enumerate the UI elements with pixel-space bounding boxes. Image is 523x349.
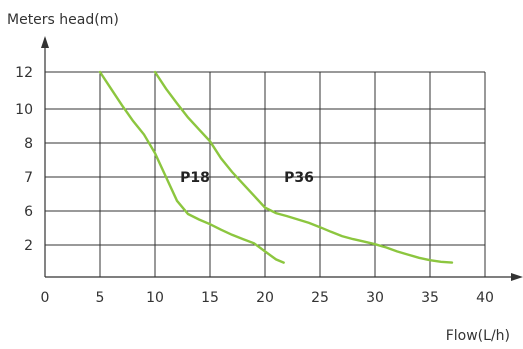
series-label-p18: P18 (180, 170, 210, 186)
y-tick-label: 2 (24, 238, 33, 254)
series-line-p18 (98, 70, 285, 264)
y-axis-title: Meters head(m) (7, 12, 119, 28)
curves (98, 70, 454, 264)
x-axis-title: Flow(L/h) (446, 328, 510, 344)
x-tick-label: 40 (476, 290, 494, 306)
x-tick-label: 10 (146, 290, 164, 306)
y-tick-label: 10 (15, 102, 33, 118)
axes (41, 36, 523, 281)
x-tick-label: 5 (96, 290, 105, 306)
x-tick-label: 35 (421, 290, 439, 306)
series-line-p36 (153, 70, 454, 264)
y-tick-label: 6 (24, 204, 33, 220)
grid (45, 71, 486, 277)
x-tick-label: 20 (256, 290, 274, 306)
labels: 0 5 10 15 20 25 30 35 40 2 6 7 8 10 12 P18 P36 (15, 65, 494, 306)
x-tick-label: 25 (311, 290, 329, 306)
x-tick-label: 0 (41, 290, 50, 306)
y-axis-arrow-icon (41, 36, 49, 48)
x-axis-arrow-icon (511, 273, 523, 281)
x-tick-label: 15 (201, 290, 219, 306)
y-tick-label: 8 (24, 136, 33, 152)
y-tick-label: 7 (24, 170, 33, 186)
x-tick-label: 30 (366, 290, 384, 306)
y-tick-label: 12 (15, 65, 33, 81)
series-label-p36: P36 (284, 170, 314, 186)
